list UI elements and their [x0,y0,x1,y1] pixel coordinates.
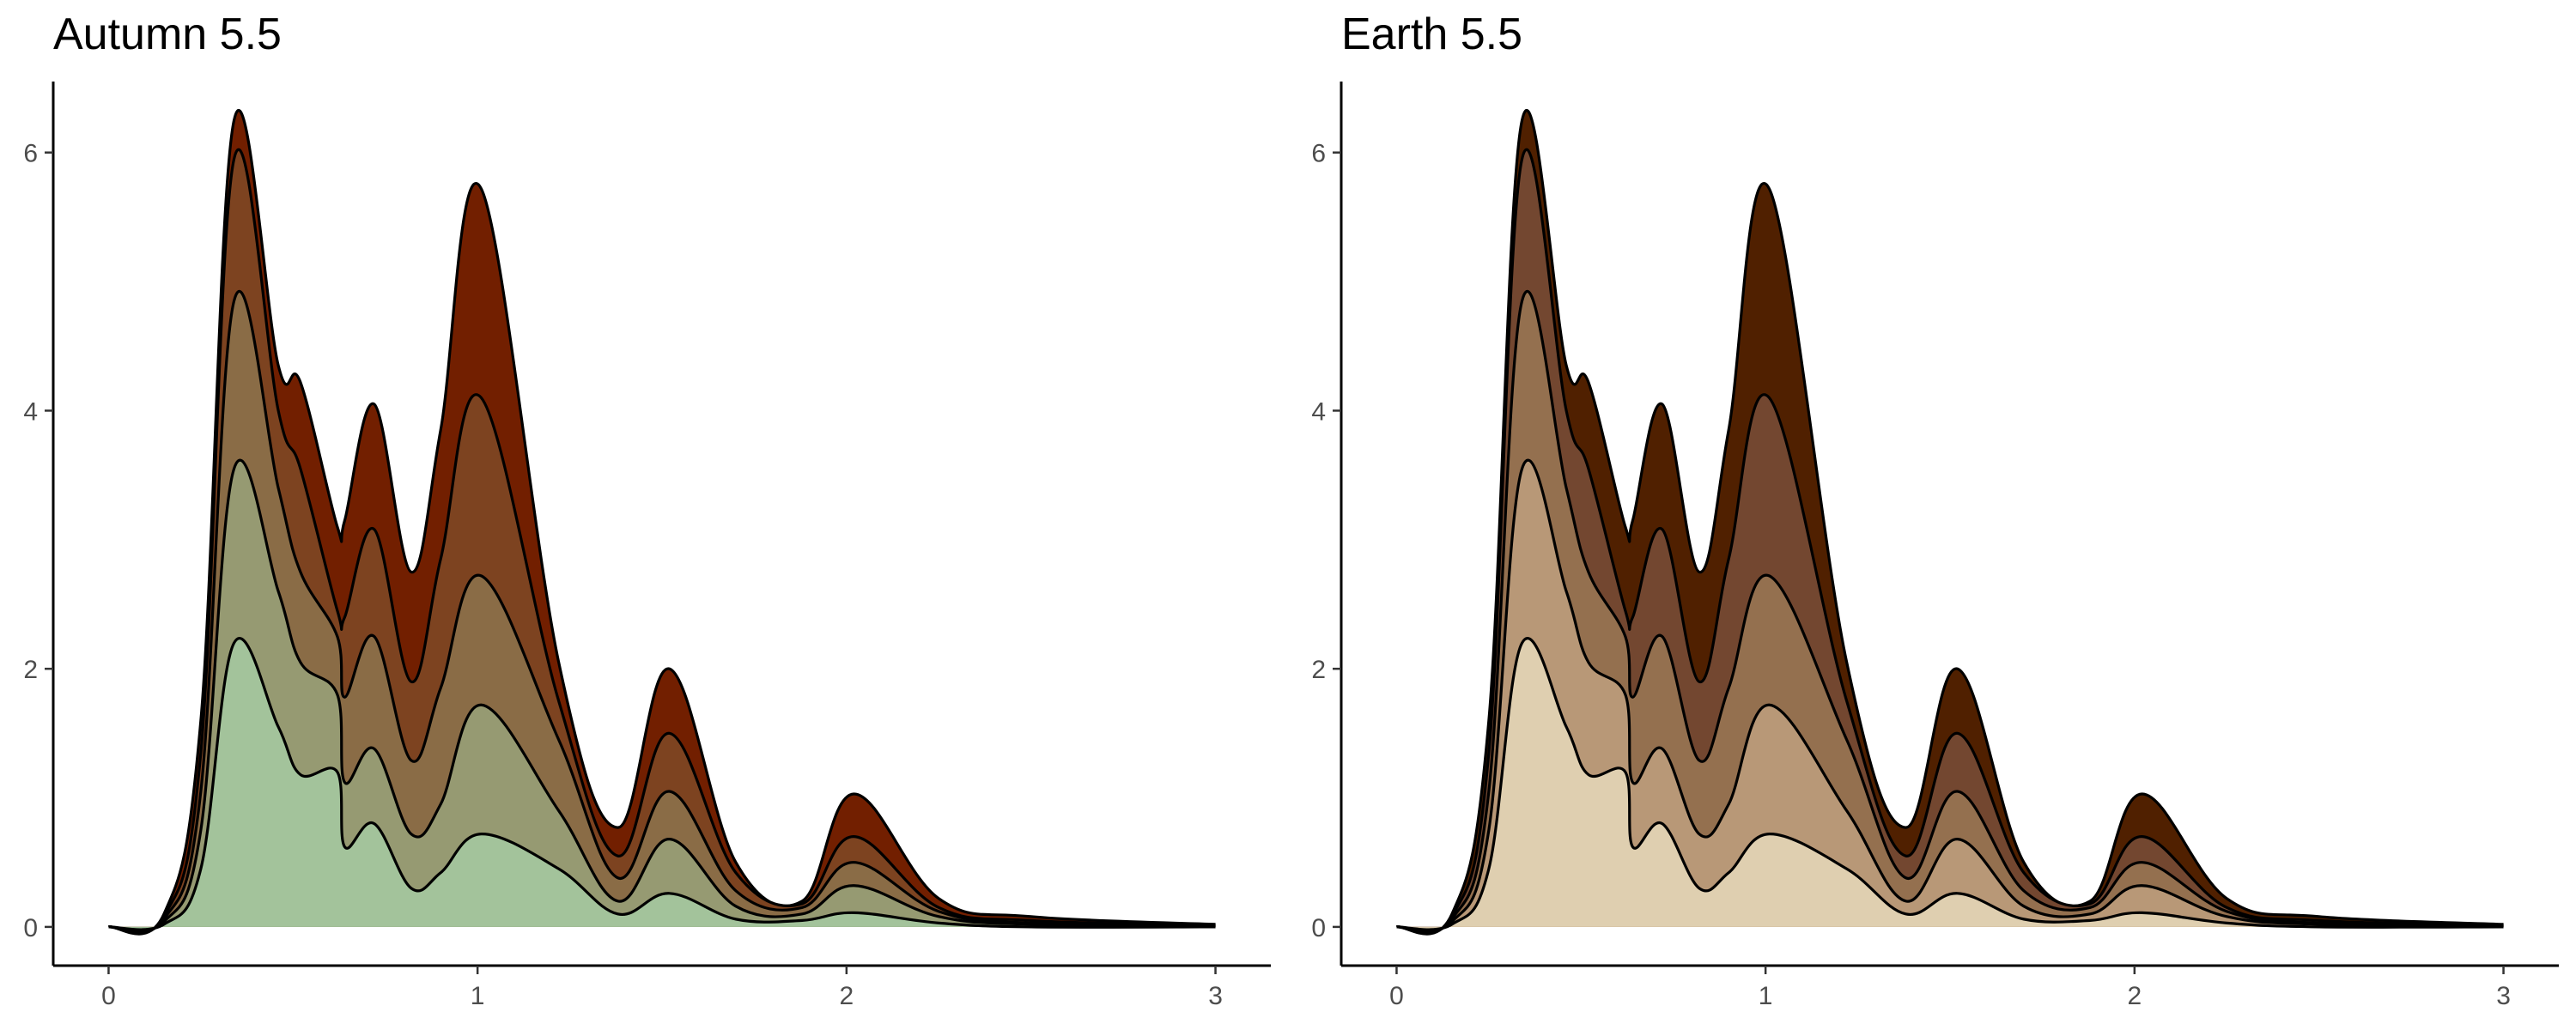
x-tick-label: 3 [1208,982,1223,1010]
density-area-2 [1396,460,2504,931]
x-tick-label: 0 [101,982,116,1010]
x-tick-label: 3 [2496,982,2511,1010]
density-line-2 [108,458,1216,932]
density-line-1 [1396,637,2504,931]
density-line-3 [108,289,1216,934]
y-tick-label: 4 [1311,397,1326,426]
y-tick-label: 4 [23,397,38,426]
y-tick-label: 6 [1311,140,1326,168]
chart-panel-autumn: Autumn 5.5 0 2 4 6 0 1 2 3 [23,9,1271,1010]
density-chart: 0 2 4 6 0 1 2 3 [1311,82,2559,1010]
y-tick-label: 0 [1311,914,1326,942]
density-line-3 [1396,289,2504,934]
density-line-4 [1396,148,2504,935]
density-area-1 [108,638,1216,930]
x-tick-label: 1 [1759,982,1773,1010]
density-area-1 [1396,638,2504,930]
y-tick-label: 2 [23,656,38,684]
y-tick-label: 6 [23,140,38,168]
x-tick-label: 0 [1389,982,1404,1010]
chart-title: Earth 5.5 [1341,9,1523,59]
density-line-5 [1396,109,2504,936]
x-tick-label: 2 [840,982,854,1010]
density-area-2 [108,460,1216,931]
x-tick-label: 2 [2128,982,2142,1010]
y-tick-label: 0 [23,914,38,942]
density-line-4 [108,148,1216,935]
density-line-2 [1396,458,2504,932]
density-line-5 [108,109,1216,936]
density-line-1 [108,637,1216,931]
density-chart: 0 2 4 6 0 1 2 3 [23,82,1271,1010]
x-tick-label: 1 [471,982,485,1010]
chart-title: Autumn 5.5 [53,9,282,59]
y-tick-label: 2 [1311,656,1326,684]
chart-panel-earth: Earth 5.5 0 2 4 6 0 1 2 3 [1288,0,2576,1030]
